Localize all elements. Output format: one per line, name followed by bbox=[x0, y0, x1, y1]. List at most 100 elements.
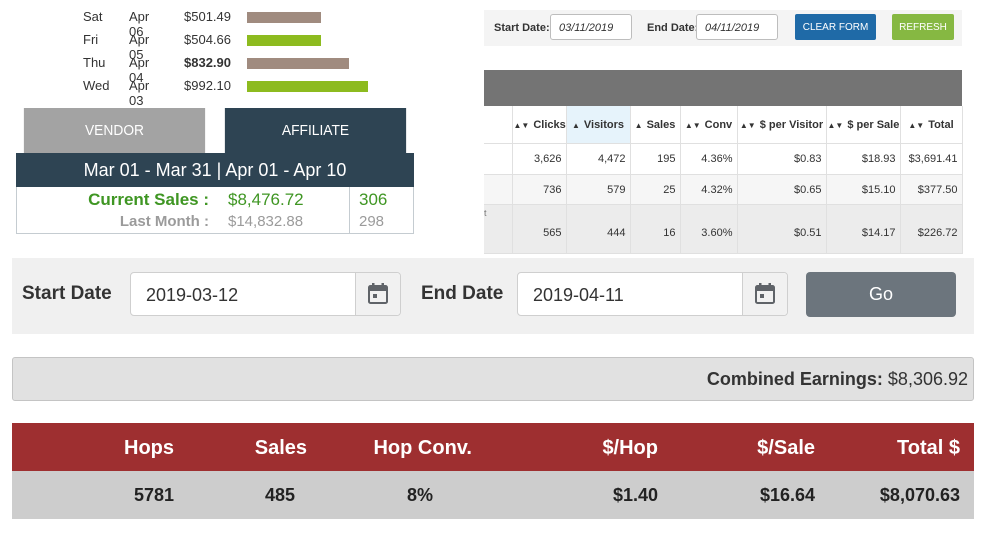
daily-date: Apr 03 bbox=[129, 78, 150, 108]
table-cell: $0.83 bbox=[737, 143, 827, 175]
table-row: 3,626 4,472 195 4.36% $0.83 $18.93 $3,69… bbox=[484, 143, 963, 175]
sort-both-icon: ▲▼ bbox=[827, 120, 844, 130]
table-cell: $15.10 bbox=[826, 174, 901, 205]
sort-both-icon: ▲▼ bbox=[684, 120, 701, 130]
date-range-header: Mar 01 - Mar 31 | Apr 01 - Apr 10 bbox=[16, 153, 414, 187]
table-cell: $0.51 bbox=[737, 204, 827, 254]
daily-bar bbox=[247, 35, 321, 46]
daily-amount: $992.10 bbox=[184, 78, 231, 93]
table-cell: 565 bbox=[512, 204, 567, 254]
calendar-icon[interactable] bbox=[742, 273, 787, 315]
summary-header-hop-conv: Hop Conv. bbox=[373, 437, 472, 459]
summary-header-hops: Hops bbox=[124, 437, 174, 459]
summary-value-per-hop: $1.40 bbox=[612, 485, 658, 505]
stats-table: ▲▼ Clicks ▲ Visitors ▲ Sales ▲▼ Conv ▲▼ $ per… bbox=[484, 106, 963, 254]
combined-earnings-value: $8,306.92 bbox=[887, 369, 968, 389]
start-date-value: 2019-03-12 bbox=[146, 285, 239, 305]
table-cell: 579 bbox=[566, 174, 631, 205]
stats-table-panel: ▲▼ Clicks ▲ Visitors ▲ Sales ▲▼ Conv ▲▼ $ per… bbox=[484, 70, 963, 254]
current-sales-label: Current Sales : bbox=[88, 190, 209, 209]
summary-value-hop-conv: 8% bbox=[406, 485, 433, 505]
column-header-clicks[interactable]: ▲▼ Clicks bbox=[512, 106, 567, 144]
sort-asc-icon: ▲ bbox=[634, 120, 643, 130]
tab-affiliate[interactable]: AFFILIATE bbox=[224, 108, 407, 153]
start-date-field[interactable]: 2019-03-12 bbox=[130, 272, 401, 316]
table-cell bbox=[484, 204, 513, 254]
table-header-band bbox=[484, 70, 962, 106]
column-header-total[interactable]: ▲▼ Total bbox=[900, 106, 963, 144]
summary-header-total: Total $ bbox=[897, 437, 960, 459]
table-header-blank bbox=[484, 106, 513, 144]
daily-day: Sat bbox=[83, 9, 103, 24]
table-cell bbox=[484, 143, 513, 175]
refresh-button[interactable]: REFRESH bbox=[892, 14, 954, 40]
start-date-input[interactable]: 03/11/2019 bbox=[550, 14, 632, 40]
summary-value-row: 5781 485 8% $1.40 $16.64 $8,070.63 bbox=[12, 471, 974, 519]
daily-date: Apr 04 bbox=[129, 55, 150, 85]
table-row: 565 444 16 3.60% $0.51 $14.17 $226.72 bbox=[484, 204, 963, 254]
table-cell: $18.93 bbox=[826, 143, 901, 175]
table-cell: 444 bbox=[566, 204, 631, 254]
table-cell: 3.60% bbox=[680, 204, 738, 254]
daily-bar bbox=[247, 81, 368, 92]
last-month-value: $14,832.88 bbox=[228, 213, 304, 230]
table-cell: 4,472 bbox=[566, 143, 631, 175]
table-cell: $0.65 bbox=[737, 174, 827, 205]
summary-header-sales: Sales bbox=[254, 437, 307, 459]
summary-header-per-hop: $/Hop bbox=[602, 437, 658, 459]
summary-value-hops: 5781 bbox=[133, 485, 174, 505]
table-cell: 195 bbox=[630, 143, 681, 175]
start-date-label: Start Date: bbox=[494, 22, 550, 34]
sales-summary-box: VENDOR AFFILIATE Mar 01 - Mar 31 | Apr 0… bbox=[16, 108, 414, 234]
table-cell: $14.17 bbox=[826, 204, 901, 254]
table-row: 736 579 25 4.32% $0.65 $15.10 $377.50 bbox=[484, 174, 963, 205]
go-button[interactable]: Go bbox=[806, 272, 956, 317]
column-header-sales[interactable]: ▲ Sales bbox=[630, 106, 681, 144]
table-header-row: ▲▼ Clicks ▲ Visitors ▲ Sales ▲▼ Conv ▲▼ $ per… bbox=[484, 106, 963, 144]
daily-amount: $504.66 bbox=[184, 32, 231, 47]
sales-rows: Current Sales : $8,476.72 306 Last Month… bbox=[16, 187, 414, 234]
start-date-label: Start Date bbox=[22, 283, 112, 304]
summary-header-per-sale: $/Sale bbox=[757, 437, 815, 459]
daily-day: Wed bbox=[83, 78, 110, 93]
current-sales-count: 306 bbox=[359, 190, 388, 209]
end-date-label: End Date: bbox=[647, 22, 699, 34]
earnings-filter-bar: Start Date 2019-03-12 End Date 2019-04-1… bbox=[12, 258, 974, 334]
daily-date: Apr 05 bbox=[129, 32, 150, 62]
summary-table: Hops Sales Hop Conv. $/Hop $/Sale Total … bbox=[12, 423, 974, 519]
clear-form-button[interactable]: CLEAR FORM bbox=[795, 14, 876, 40]
end-date-label: End Date bbox=[421, 283, 504, 304]
table-cell: 25 bbox=[630, 174, 681, 205]
last-month-label: Last Month : bbox=[119, 213, 209, 230]
calendar-icon[interactable] bbox=[355, 273, 400, 315]
column-header-conv[interactable]: ▲▼ Conv bbox=[680, 106, 738, 144]
column-header-visitors[interactable]: ▲ Visitors bbox=[566, 106, 631, 144]
date-filter-form: Start Date: 03/11/2019 End Date: 04/11/2… bbox=[484, 10, 962, 46]
daily-day: Fri bbox=[83, 32, 99, 47]
daily-amount: $832.90 bbox=[184, 55, 231, 70]
sort-asc-icon: ▲ bbox=[571, 120, 580, 130]
combined-earnings-bar: Combined Earnings: $8,306.92 bbox=[12, 357, 974, 401]
table-cell: 16 bbox=[630, 204, 681, 254]
combined-earnings: Combined Earnings: $8,306.92 bbox=[707, 369, 968, 390]
tab-vendor[interactable]: VENDOR bbox=[23, 108, 206, 153]
table-cell: $377.50 bbox=[900, 174, 963, 205]
column-header-per-sale[interactable]: ▲▼ $ per Sale bbox=[826, 106, 901, 144]
daily-bar bbox=[247, 12, 321, 23]
truncated-cell-text: t bbox=[484, 208, 487, 218]
daily-amount: $501.49 bbox=[184, 9, 231, 24]
end-date-input[interactable]: 04/11/2019 bbox=[696, 14, 778, 40]
daily-day: Thu bbox=[83, 55, 106, 70]
daily-date: Apr 06 bbox=[129, 9, 150, 39]
combined-earnings-label: Combined Earnings: bbox=[706, 369, 883, 389]
column-header-per-visitor[interactable]: ▲▼ $ per Visitor bbox=[737, 106, 827, 144]
sort-both-icon: ▲▼ bbox=[513, 120, 530, 130]
sort-both-icon: ▲▼ bbox=[908, 120, 925, 130]
table-cell: 4.32% bbox=[680, 174, 738, 205]
end-date-field[interactable]: 2019-04-11 bbox=[517, 272, 788, 316]
table-cell: $3,691.41 bbox=[900, 143, 963, 175]
table-cell: 736 bbox=[512, 174, 567, 205]
daily-bar bbox=[247, 58, 349, 69]
sort-both-icon: ▲▼ bbox=[739, 120, 756, 130]
summary-value-sales: 485 bbox=[264, 485, 295, 505]
